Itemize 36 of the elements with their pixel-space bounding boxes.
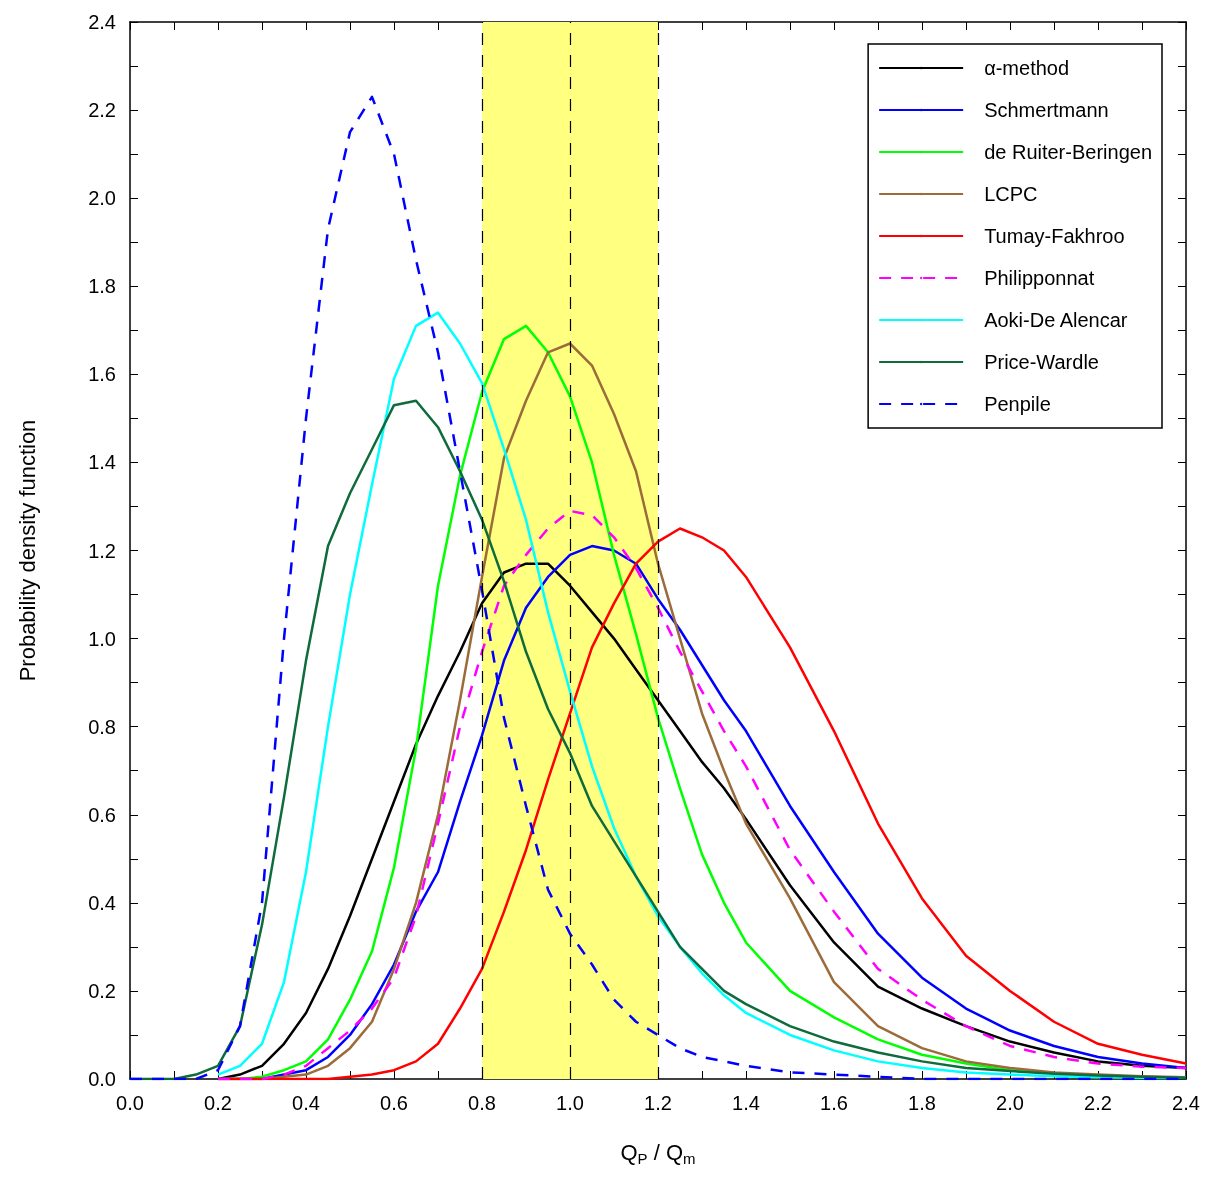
x-tick-label: 2.0 xyxy=(996,1092,1024,1114)
y-tick-label: 0.2 xyxy=(88,979,116,1002)
x-tick-label: 0.4 xyxy=(292,1092,320,1114)
y-tick-label: 1.2 xyxy=(88,539,116,562)
x-tick-label: 1.4 xyxy=(732,1092,760,1114)
x-tick-label: 0.6 xyxy=(380,1092,408,1114)
legend-label: Aoki-De Alencar xyxy=(984,309,1128,331)
y-tick-label: 0.8 xyxy=(88,715,116,738)
y-axis-title: Probability density function xyxy=(14,419,40,682)
y-tick-label: 0.6 xyxy=(88,803,116,826)
legend-label: Philipponnat xyxy=(984,267,1095,289)
y-tick-label: 0.0 xyxy=(88,1068,116,1090)
legend-label: Tumay-Fakhroo xyxy=(984,225,1125,247)
y-tick-label: 2.2 xyxy=(88,99,116,122)
x-tick-label: 1.2 xyxy=(644,1092,672,1114)
y-tick-label: 2.0 xyxy=(88,187,116,210)
legend-label: Schmertmann xyxy=(984,99,1109,121)
legend-label: LCPC xyxy=(984,183,1038,205)
y-tick-label: 1.6 xyxy=(88,363,116,386)
x-tick-label: 0.8 xyxy=(468,1092,496,1114)
legend-label: α-method xyxy=(984,57,1070,79)
y-tick-label: 0.4 xyxy=(88,891,116,914)
y-tick-label: 1.4 xyxy=(88,451,116,474)
legend-label: Price-Wardle xyxy=(984,351,1099,373)
x-tick-label: 2.4 xyxy=(1172,1092,1200,1114)
legend-label: Penpile xyxy=(984,393,1051,415)
x-tick-label: 0.2 xyxy=(204,1092,232,1114)
x-tick-label: 2.2 xyxy=(1084,1092,1112,1114)
x-tick-label: 1.8 xyxy=(908,1092,936,1114)
y-tick-label: 2.4 xyxy=(88,11,116,33)
legend-label: de Ruiter-Beringen xyxy=(984,141,1152,163)
x-tick-label: 1.0 xyxy=(556,1092,584,1114)
x-tick-label: 1.6 xyxy=(820,1092,848,1114)
x-tick-label: 0.0 xyxy=(116,1092,144,1114)
y-tick-label: 1.8 xyxy=(88,275,116,298)
y-tick-label: 1.0 xyxy=(88,627,116,650)
